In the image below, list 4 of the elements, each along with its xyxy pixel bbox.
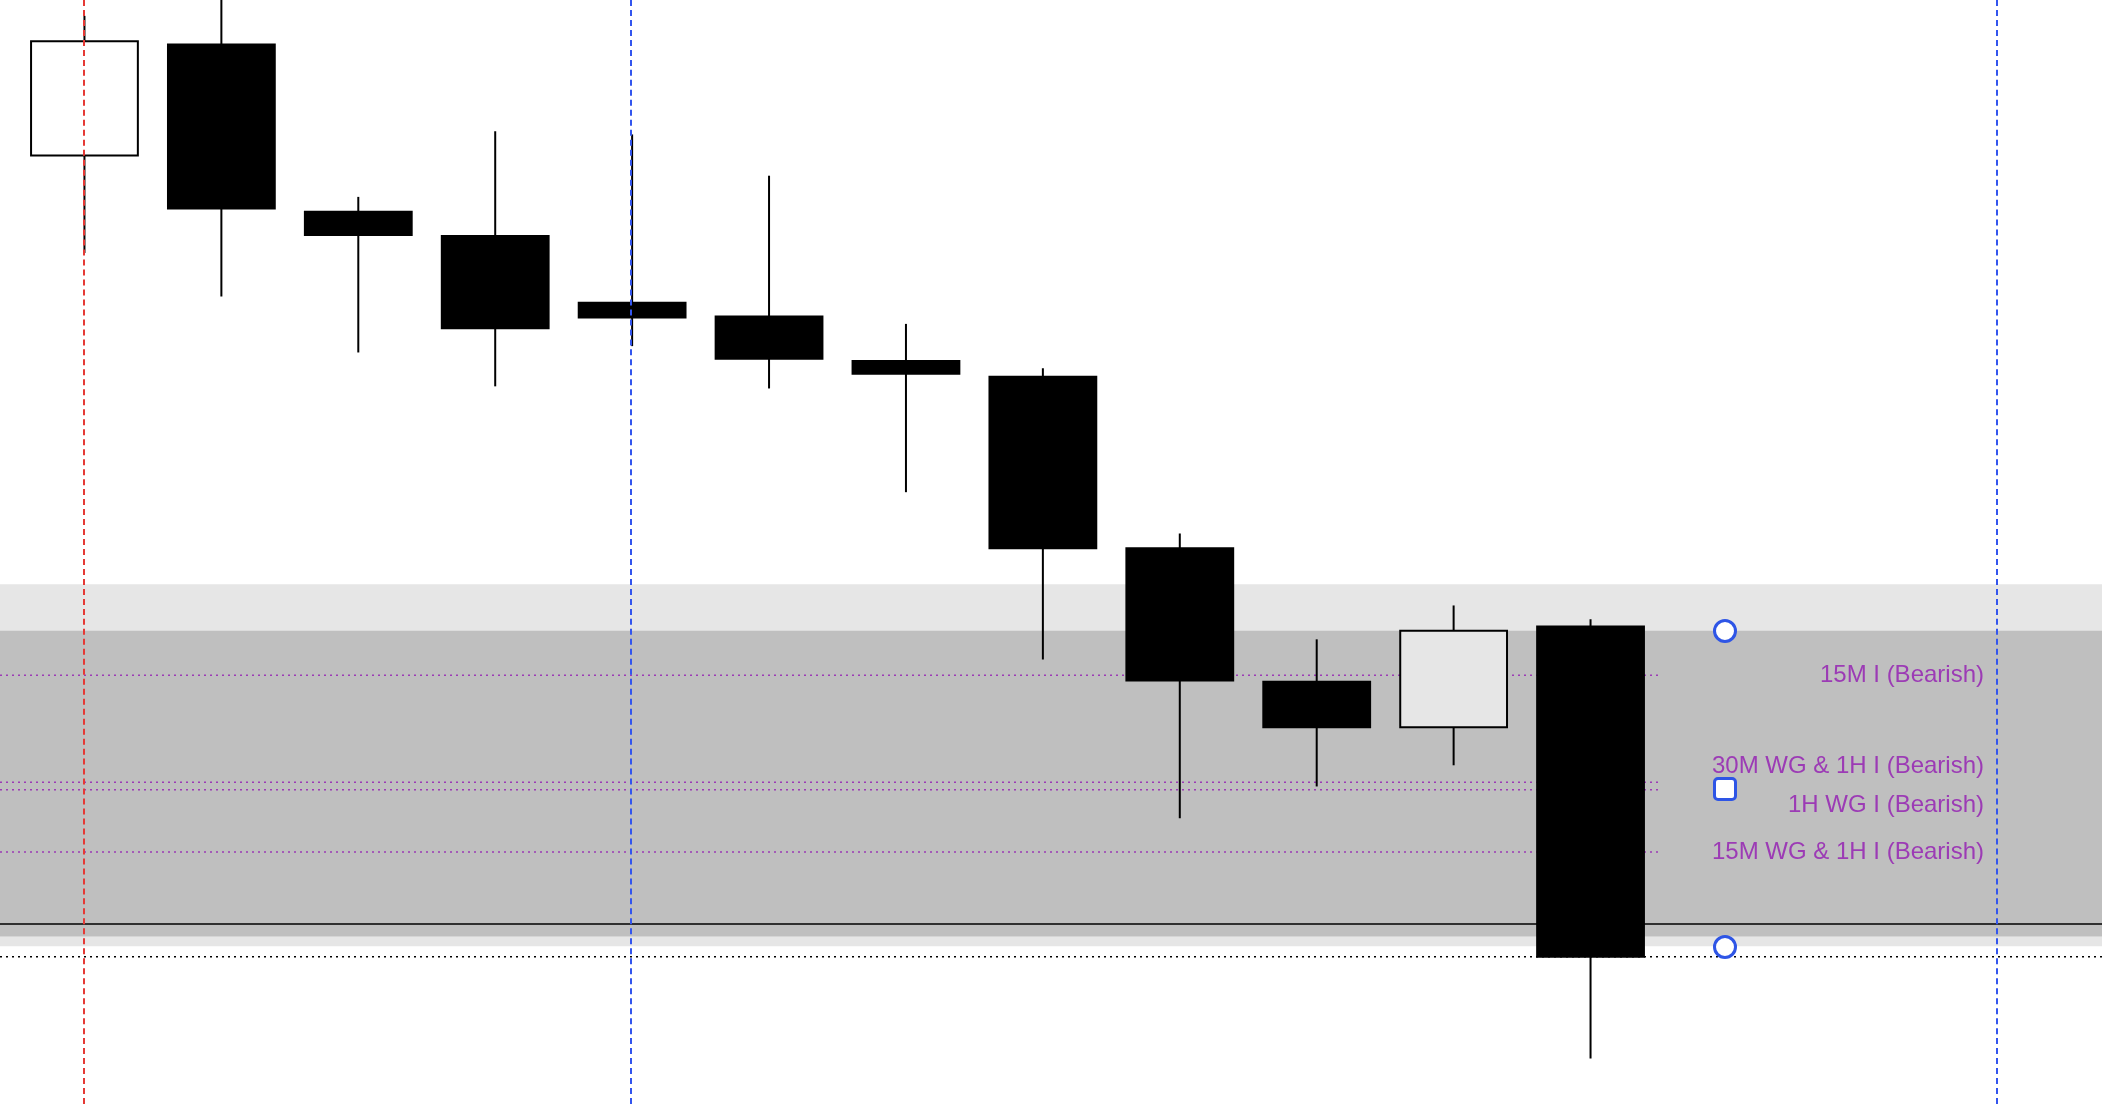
ref-line-label: 1H WG I (Bearish)	[1787, 790, 1984, 818]
ref-line-label: 15M I (Bearish)	[1819, 659, 1984, 687]
ref-line-label: 30M WG & 1H I (Bearish)	[1711, 750, 1984, 778]
ref-line-label: 15M WG & 1H I (Bearish)	[1711, 836, 1984, 864]
